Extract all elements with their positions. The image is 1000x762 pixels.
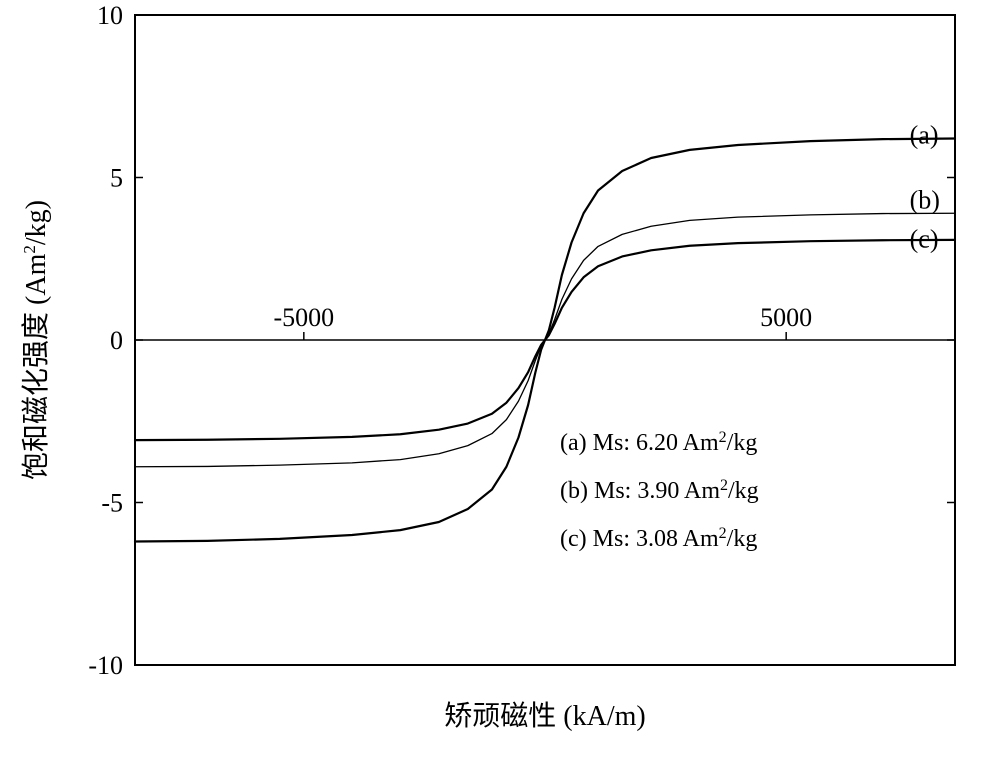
x-axis-label: 矫顽磁性 (kA/m) (444, 700, 645, 732)
y-tick-label: -5 (101, 489, 123, 518)
x-tick-label: -5000 (273, 303, 334, 332)
chart-svg: -10 -5 0 5 10 -5000 5000 (a) (b) (c) (a) Ms: 6.20 … (0, 0, 1000, 762)
legend-entry: (a) Ms: 6.20 Am2/kg (560, 429, 757, 456)
y-tick-label: -10 (88, 651, 123, 680)
legend-entry: (b) Ms: 3.90 Am2/kg (560, 477, 759, 504)
y-axis-label: 饱和磁化强度 (Am2/kg) (20, 200, 52, 480)
series-label-c: (c) (910, 224, 939, 253)
y-tick-label: 10 (97, 1, 123, 30)
x-tick-label: 5000 (760, 303, 812, 332)
legend-entry: (c) Ms: 3.08 Am2/kg (560, 525, 757, 552)
series-label-a: (a) (910, 120, 939, 149)
y-tick-label: 5 (110, 164, 123, 193)
hysteresis-chart: -10 -5 0 5 10 -5000 5000 (a) (b) (c) (a) Ms: 6.20 … (0, 0, 1000, 762)
y-tick-label: 0 (110, 326, 123, 355)
series-label-b: (b) (910, 185, 940, 214)
